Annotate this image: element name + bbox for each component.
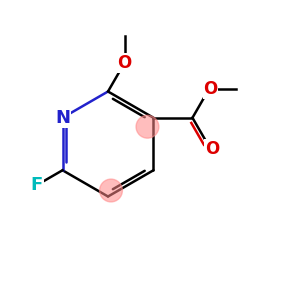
Text: O: O <box>205 140 219 158</box>
Text: O: O <box>203 80 218 98</box>
Circle shape <box>136 115 159 138</box>
Text: O: O <box>117 54 132 72</box>
Text: N: N <box>55 109 70 127</box>
Circle shape <box>100 179 122 202</box>
Text: F: F <box>30 176 43 194</box>
